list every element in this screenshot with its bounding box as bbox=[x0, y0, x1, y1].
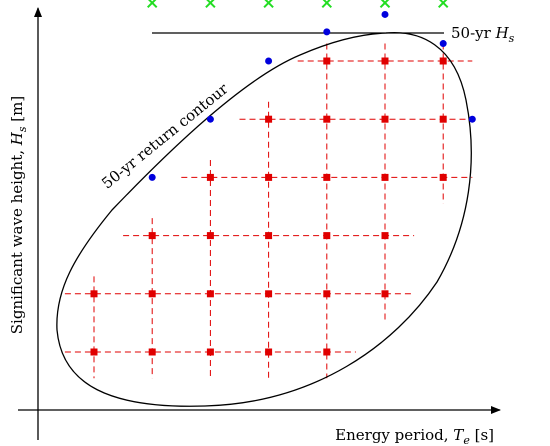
grid-point bbox=[381, 232, 389, 240]
grid-point bbox=[439, 173, 447, 181]
grid-point bbox=[148, 290, 156, 298]
grid-point bbox=[206, 348, 214, 356]
grid-point bbox=[381, 290, 389, 298]
grid-point bbox=[323, 57, 331, 65]
grid-point bbox=[439, 57, 447, 65]
grid-point bbox=[265, 173, 273, 181]
grid-point bbox=[206, 232, 214, 240]
grid-point bbox=[439, 115, 447, 123]
grid-point bbox=[148, 348, 156, 356]
line-cross-marker bbox=[263, 0, 274, 9]
grid-point bbox=[381, 57, 389, 65]
contour-point bbox=[265, 57, 273, 65]
contour-points bbox=[148, 10, 476, 181]
x-axis-label: Energy period, Te​ [s] bbox=[335, 426, 494, 446]
grid-point bbox=[265, 290, 273, 298]
line-cross-marker bbox=[205, 0, 216, 9]
grid-point bbox=[265, 115, 273, 123]
grid-point bbox=[206, 290, 214, 298]
grid-point bbox=[323, 290, 331, 298]
contour-point bbox=[468, 115, 476, 123]
grid-point bbox=[323, 348, 331, 356]
grid-point bbox=[148, 232, 156, 240]
return-contour bbox=[56, 31, 472, 407]
grid-point bbox=[381, 115, 389, 123]
grid-points bbox=[90, 57, 447, 356]
contour-point bbox=[323, 28, 331, 36]
contour-point bbox=[381, 10, 389, 18]
grid-point bbox=[206, 173, 214, 181]
y-axis-label: Significant wave height, Hs​ [m] bbox=[8, 96, 29, 334]
contour-point bbox=[206, 115, 214, 123]
line-cross-marker bbox=[379, 0, 391, 9]
line-crosses bbox=[146, 0, 449, 9]
fifty-year-hs-label: 50-yr Hs​ bbox=[451, 24, 515, 45]
grid-point bbox=[265, 232, 273, 240]
grid-point bbox=[323, 115, 331, 123]
grid-point bbox=[90, 348, 98, 356]
contour-point bbox=[439, 40, 447, 48]
grid-point bbox=[90, 290, 98, 298]
grid-point bbox=[323, 232, 331, 240]
grid-point bbox=[265, 348, 273, 356]
contour-point bbox=[148, 173, 156, 181]
grid-point bbox=[323, 173, 331, 181]
grid-lines bbox=[64, 43, 473, 379]
line-cross-marker bbox=[146, 0, 158, 9]
grid-point bbox=[381, 173, 389, 181]
line-cross-marker bbox=[437, 0, 449, 9]
line-cross-marker bbox=[321, 0, 333, 9]
